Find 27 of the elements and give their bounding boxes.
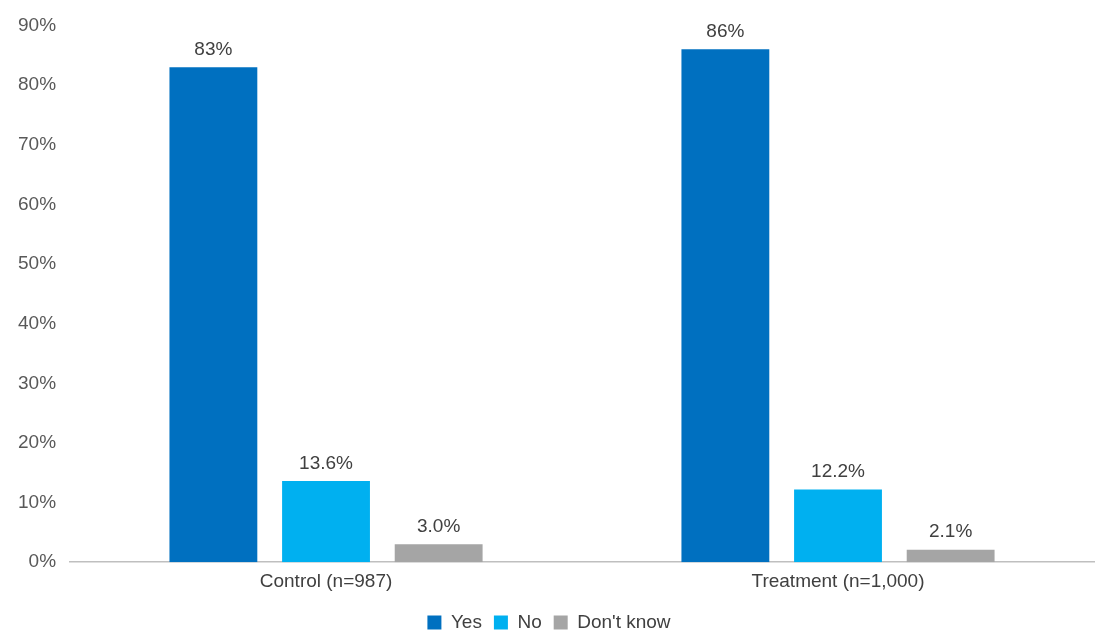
y-tick-label: 60% [18,192,57,214]
y-tick-label: 0% [28,550,57,572]
data-label: 3.0% [417,515,461,537]
data-label: 86% [706,19,745,41]
bar [906,549,995,563]
legend-label: No [517,610,542,632]
y-tick-label: 20% [18,431,57,453]
data-label: 2.1% [928,520,973,542]
y-tick-label: 90% [18,13,57,35]
bar [681,49,770,563]
legend-label: Yes [450,610,482,632]
y-tick-label: 80% [18,73,57,95]
data-label: 12.2% [811,460,866,482]
legend-label: Don't know [577,610,671,632]
x-tick-label: Treatment (n=1,000) [751,569,925,591]
data-label: 13.6% [299,451,354,473]
x-tick-label: Control (n=987) [259,569,393,591]
bar [169,67,258,563]
y-tick-label: 70% [18,132,57,154]
y-tick-label: 50% [18,252,57,274]
bar [282,481,370,563]
y-tick-label: 30% [18,371,57,393]
y-tick-label: 10% [18,490,57,512]
bar [794,489,882,563]
y-tick-label: 40% [18,311,57,333]
bar [394,544,483,563]
data-label: 83% [194,37,233,59]
